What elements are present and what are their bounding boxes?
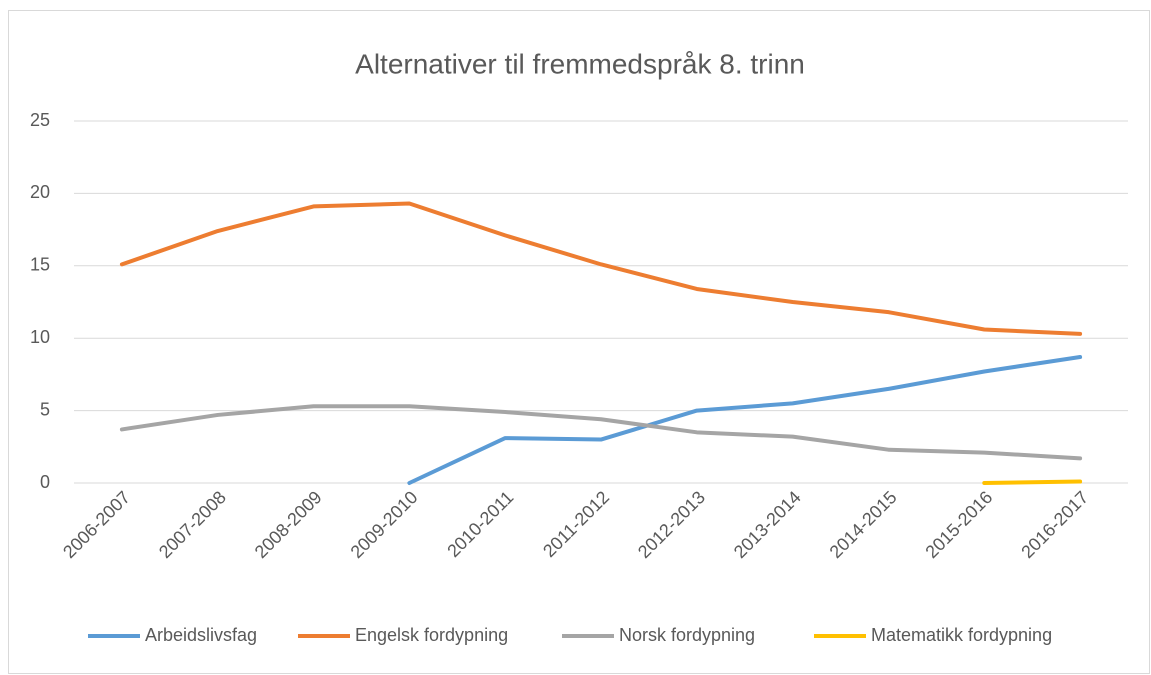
series-line (119, 201, 1083, 336)
y-tick-label: 25 (30, 110, 50, 130)
series-line (982, 479, 1083, 485)
y-tick-label: 20 (30, 182, 50, 202)
y-tick-label: 10 (30, 327, 50, 347)
y-tick-label: 5 (40, 399, 50, 419)
series-line (407, 355, 1083, 485)
legend-label: Engelsk fordypning (355, 625, 508, 645)
y-tick-label: 15 (30, 255, 50, 275)
series-line (119, 404, 1083, 461)
legend-label: Arbeidslivsfag (145, 625, 257, 645)
legend-label: Matematikk fordypning (871, 625, 1052, 645)
y-tick-label: 0 (40, 472, 50, 492)
chart-title: Alternativer til fremmedspråk 8. trinn (355, 48, 805, 79)
legend-label: Norsk fordypning (619, 625, 755, 645)
chart-border (8, 10, 1150, 674)
